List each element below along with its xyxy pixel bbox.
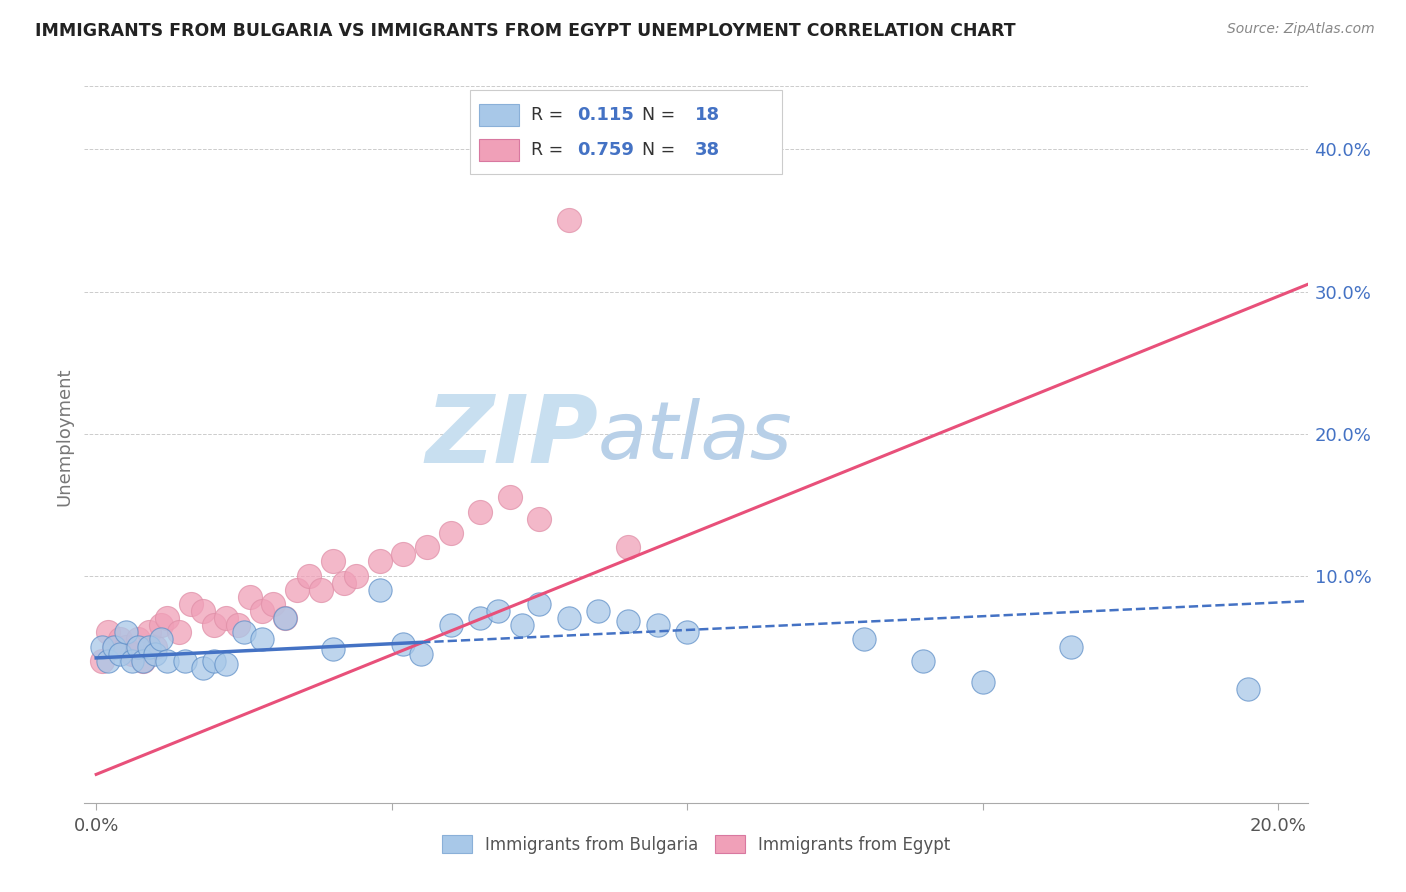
Text: 18: 18: [695, 106, 720, 124]
Point: [529, 597, 551, 611]
Point: [121, 654, 143, 668]
Point: [114, 640, 136, 654]
Point: [285, 582, 308, 597]
Point: [470, 611, 492, 625]
Point: [529, 512, 551, 526]
Point: [132, 654, 155, 668]
Point: [392, 637, 415, 651]
Point: [226, 618, 249, 632]
Point: [440, 525, 463, 540]
Point: [322, 642, 344, 657]
Point: [150, 632, 173, 647]
Point: [215, 657, 238, 671]
Point: [138, 625, 160, 640]
Legend: Immigrants from Bulgaria, Immigrants from Egypt: Immigrants from Bulgaria, Immigrants fro…: [434, 829, 957, 860]
Point: [676, 143, 699, 157]
Point: [138, 640, 160, 654]
Point: [121, 647, 143, 661]
FancyBboxPatch shape: [479, 139, 519, 161]
Point: [416, 540, 439, 554]
Text: 0.759: 0.759: [578, 141, 634, 159]
Point: [972, 675, 994, 690]
Point: [97, 625, 120, 640]
Point: [558, 611, 581, 625]
Point: [250, 604, 273, 618]
Point: [91, 640, 114, 654]
Text: R =: R =: [531, 141, 568, 159]
Point: [173, 654, 195, 668]
Point: [150, 618, 173, 632]
Point: [588, 604, 610, 618]
Text: N =: N =: [631, 141, 681, 159]
Point: [103, 640, 125, 654]
Point: [103, 640, 125, 654]
Point: [143, 647, 166, 661]
Y-axis label: Unemployment: Unemployment: [55, 368, 73, 507]
Text: IMMIGRANTS FROM BULGARIA VS IMMIGRANTS FROM EGYPT UNEMPLOYMENT CORRELATION CHART: IMMIGRANTS FROM BULGARIA VS IMMIGRANTS F…: [35, 22, 1015, 40]
FancyBboxPatch shape: [479, 104, 519, 126]
Point: [510, 618, 533, 632]
Point: [344, 568, 367, 582]
Point: [617, 540, 640, 554]
Point: [368, 554, 391, 568]
Point: [114, 625, 136, 640]
Point: [156, 654, 179, 668]
Point: [239, 590, 262, 604]
Point: [262, 597, 284, 611]
Point: [853, 632, 876, 647]
Point: [440, 618, 463, 632]
Point: [470, 505, 492, 519]
Point: [274, 611, 297, 625]
Point: [232, 625, 254, 640]
Point: [127, 632, 149, 647]
Point: [368, 582, 391, 597]
Point: [1237, 682, 1260, 697]
Text: 0.115: 0.115: [578, 106, 634, 124]
Point: [322, 554, 344, 568]
Point: [143, 640, 166, 654]
Point: [676, 625, 699, 640]
Text: R =: R =: [531, 106, 568, 124]
Point: [191, 604, 214, 618]
Point: [1060, 640, 1083, 654]
Point: [108, 632, 131, 647]
Point: [202, 618, 225, 632]
Point: [392, 547, 415, 561]
Point: [180, 597, 202, 611]
Point: [411, 647, 433, 661]
Text: Source: ZipAtlas.com: Source: ZipAtlas.com: [1227, 22, 1375, 37]
Point: [127, 640, 149, 654]
Point: [91, 654, 114, 668]
Point: [191, 661, 214, 675]
FancyBboxPatch shape: [470, 90, 782, 174]
Point: [333, 575, 356, 590]
Point: [486, 604, 509, 618]
Point: [274, 611, 297, 625]
Point: [108, 647, 131, 661]
Point: [215, 611, 238, 625]
Point: [617, 614, 640, 628]
Text: atlas: atlas: [598, 398, 793, 476]
Point: [167, 625, 190, 640]
Point: [647, 618, 669, 632]
Point: [499, 491, 522, 505]
Point: [156, 611, 179, 625]
Point: [132, 654, 155, 668]
Point: [558, 213, 581, 227]
Point: [912, 654, 935, 668]
Text: 38: 38: [695, 141, 720, 159]
Text: ZIP: ZIP: [425, 391, 598, 483]
Point: [250, 632, 273, 647]
Point: [202, 654, 225, 668]
Point: [309, 582, 332, 597]
Point: [97, 654, 120, 668]
Text: N =: N =: [631, 106, 681, 124]
Point: [298, 568, 321, 582]
